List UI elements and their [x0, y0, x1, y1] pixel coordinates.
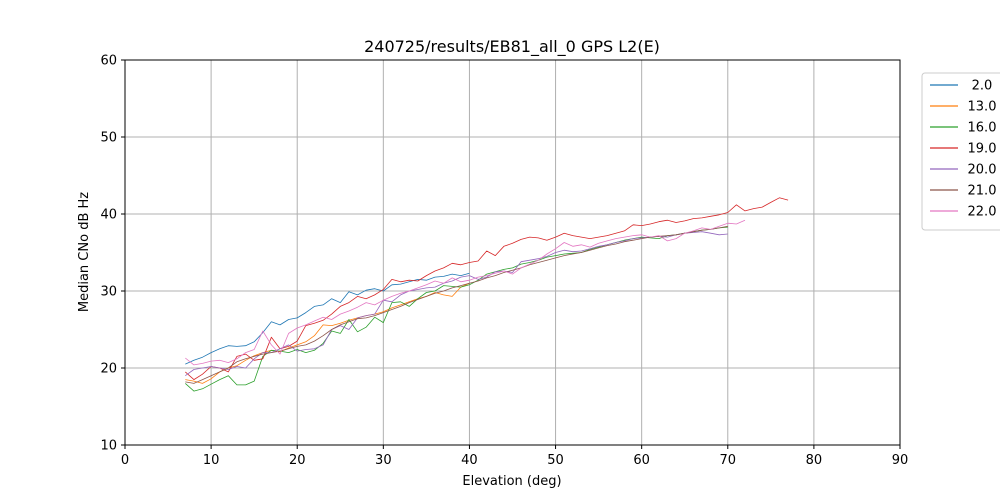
legend-label: 20.0 — [968, 163, 997, 178]
x-tick-label: 90 — [892, 453, 909, 468]
legend-label: 19.0 — [968, 142, 997, 157]
x-tick-label: 60 — [633, 453, 650, 468]
y-tick-label: 40 — [100, 208, 117, 223]
legend-label: 22.0 — [968, 205, 997, 220]
legend-label: 16.0 — [968, 121, 997, 136]
legend-label: 13.0 — [968, 100, 997, 115]
x-tick-label: 20 — [289, 453, 306, 468]
plot-frame — [124, 59, 901, 446]
legend-label: 21.0 — [968, 184, 997, 199]
x-axis: 0 10 20 30 40 50 60 70 80 90 — [121, 445, 908, 468]
y-tick-label: 30 — [100, 285, 117, 300]
chart-title: 240725/results/EB81_all_0 GPS L2(E) — [364, 37, 660, 57]
x-tick-label: 80 — [806, 453, 823, 468]
series-line-20.0 — [185, 231, 728, 377]
x-tick-label: 30 — [375, 453, 392, 468]
series-group — [185, 197, 789, 392]
series-line-22.0 — [185, 219, 746, 366]
y-tick-label: 50 — [100, 131, 117, 146]
x-tick-label: 10 — [203, 453, 220, 468]
x-tick-label: 50 — [547, 453, 564, 468]
y-tick-label: 60 — [100, 54, 117, 69]
legend: 2.0 13.0 16.0 19.0 20.0 21.0 22.0 — [921, 72, 1000, 231]
y-axis-label: Median CNo dB Hz — [77, 192, 92, 312]
x-tick-label: 70 — [720, 453, 737, 468]
y-tick-label: 20 — [100, 362, 117, 377]
x-axis-label: Elevation (deg) — [462, 474, 561, 489]
series-line-2.0 — [185, 272, 470, 365]
series-line-19.0 — [185, 197, 789, 381]
x-tick-label: 0 — [121, 453, 129, 468]
series-line-21.0 — [185, 225, 728, 384]
y-axis: 10 20 30 40 50 60 — [100, 54, 125, 454]
legend-box — [921, 72, 1000, 231]
legend-label: 2.0 — [972, 79, 993, 94]
y-tick-label: 10 — [100, 439, 117, 454]
x-tick-label: 40 — [461, 453, 478, 468]
